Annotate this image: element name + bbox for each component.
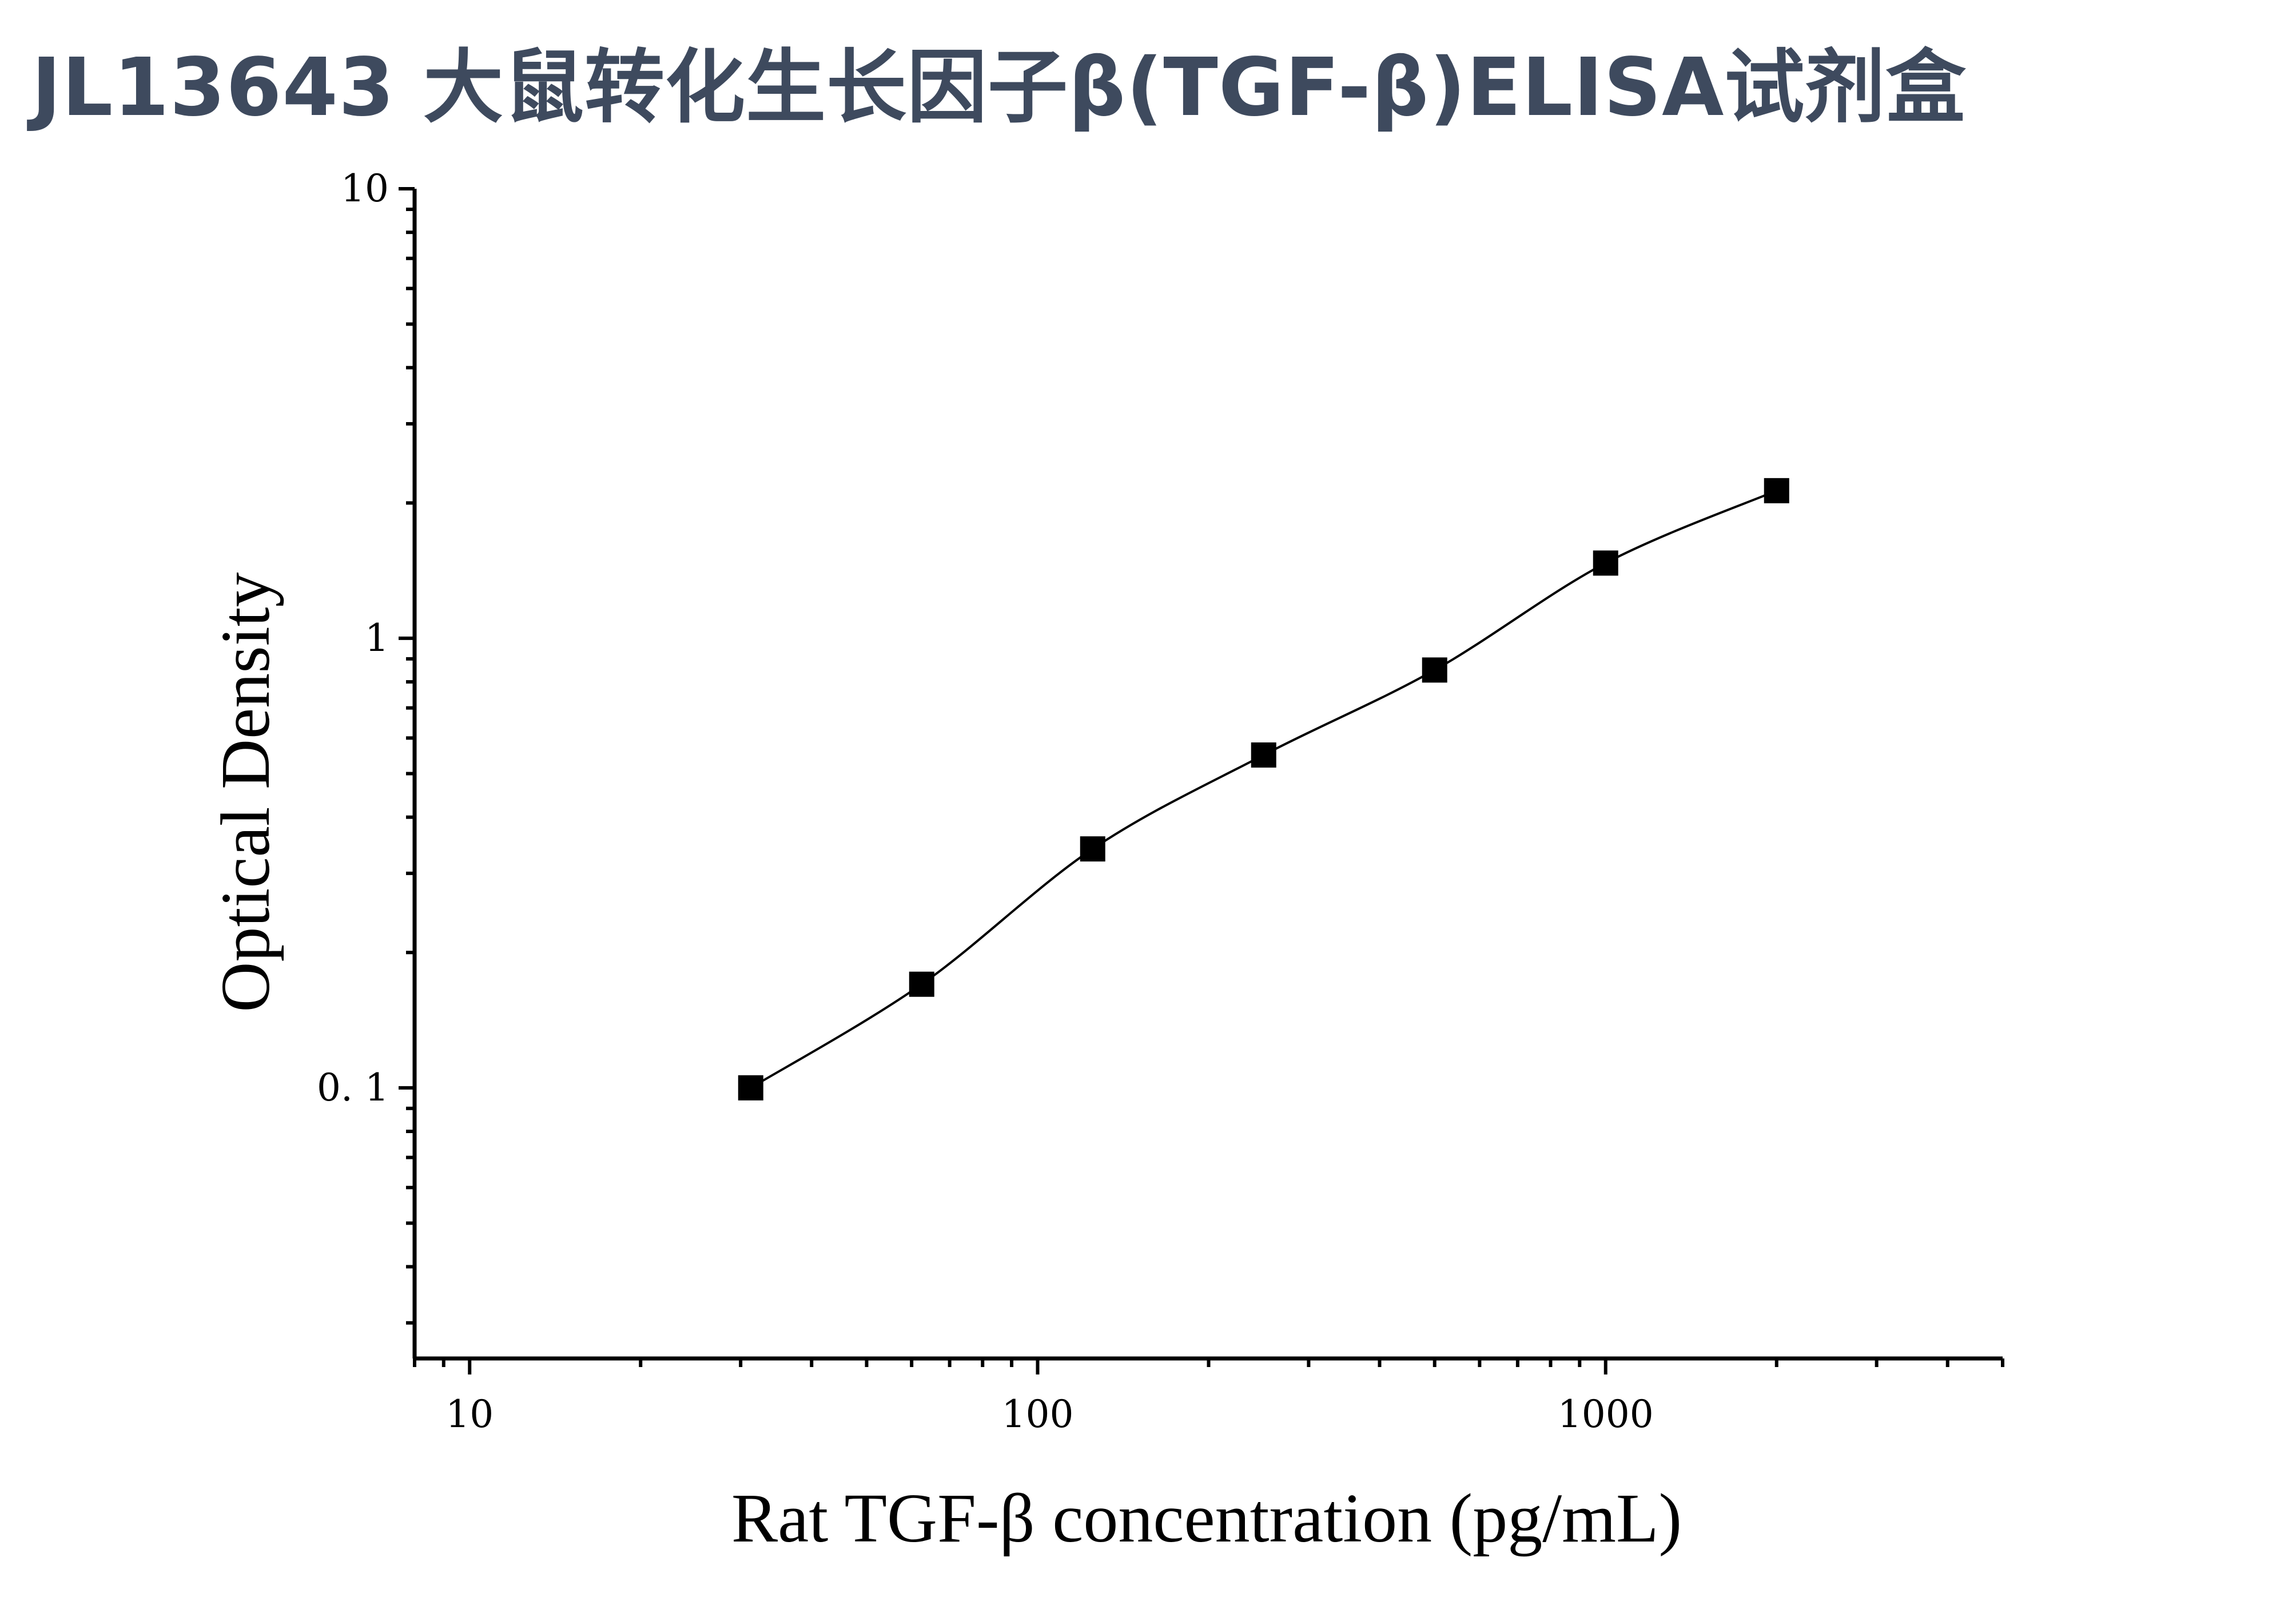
data-point [1422, 657, 1447, 683]
data-point [1764, 478, 1789, 503]
y-tick-label: 1 [365, 616, 389, 660]
y-tick-label: 10 [341, 166, 389, 210]
x-tick-label: 1000 [1558, 1392, 1654, 1436]
axis-ticks: 0. 1 1 10 10 100 1000 [317, 166, 2004, 1436]
page-title: JL13643 大鼠转化生长因子β(TGF-β)ELISA试剂盒 [31, 41, 1967, 134]
y-axis-title: Optical Density [207, 572, 284, 1012]
y-tick-label: 0. 1 [317, 1066, 389, 1110]
data-point [738, 1075, 763, 1101]
x-tick-label: 10 [445, 1392, 494, 1436]
data-point [1593, 550, 1618, 576]
fit-curve-group [750, 489, 1777, 1089]
fit-curve [750, 489, 1777, 1089]
data-points [738, 478, 1789, 1101]
x-tick-label: 100 [1002, 1392, 1074, 1436]
data-point [909, 971, 934, 997]
data-point [1080, 836, 1105, 862]
data-point [1251, 742, 1276, 768]
x-axis-title: Rat TGF-β concentration (pg/mL) [731, 1480, 1682, 1557]
